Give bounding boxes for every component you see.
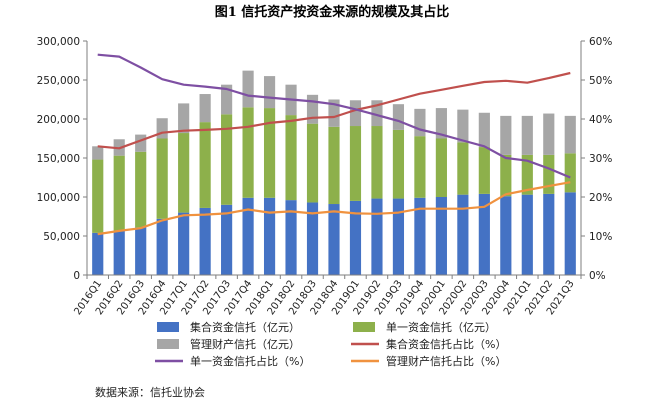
line-managed-share xyxy=(97,181,571,236)
legend-label-line-managed: 管理财产信托占比（%） xyxy=(386,354,506,368)
bar-single-2020Q3 xyxy=(478,147,490,194)
bar-pooled-2018Q1 xyxy=(263,197,276,275)
bar-pooled-2017Q2 xyxy=(199,207,211,275)
bar-single-2021Q1 xyxy=(521,154,533,195)
bar-pooled-2018Q2 xyxy=(285,200,297,275)
bar-single-2018Q3 xyxy=(306,123,319,203)
bar-pooled-2018Q3 xyxy=(306,202,319,275)
bar-single-2020Q4 xyxy=(500,154,512,197)
legend: 集合资金信托（亿元） 单一资金信托（亿元） 管理财产信托（亿元） 集合资金信托占比（%… xyxy=(155,320,506,368)
y-left-tick-label: 50,000 xyxy=(43,231,80,243)
bar-managed-2016Q3 xyxy=(135,134,147,152)
bar-pooled-2019Q4 xyxy=(414,197,426,275)
bar-pooled-2021Q3 xyxy=(564,192,576,275)
bar-single-2017Q2 xyxy=(199,122,211,208)
bar-pooled-2020Q3 xyxy=(478,193,490,275)
bar-series-group xyxy=(92,70,576,275)
bar-managed-2017Q1 xyxy=(178,103,190,134)
line-single-share xyxy=(97,53,571,179)
bar-pooled-2021Q1 xyxy=(521,194,533,275)
y-right-tick-label: 50% xyxy=(589,75,612,87)
line-series-group xyxy=(97,53,571,236)
bar-managed-2018Q3 xyxy=(306,94,319,124)
legend-label-line-pooled: 集合资金信托占比（%） xyxy=(386,337,506,351)
legend-label-bar-managed: 管理财产信托（亿元） xyxy=(190,337,300,351)
legend-swatch-bar-pooled xyxy=(157,322,179,332)
bar-managed-2018Q1 xyxy=(263,76,276,109)
bar-single-2016Q2 xyxy=(113,155,125,231)
y-right-tick-label: 60% xyxy=(589,36,612,48)
bar-pooled-2019Q1 xyxy=(349,200,362,275)
bar-managed-2017Q2 xyxy=(199,94,211,123)
legend-swatch-bar-managed xyxy=(157,339,179,349)
bar-pooled-2020Q2 xyxy=(457,194,469,275)
y-left-tick-label: 100,000 xyxy=(37,192,80,204)
y-left-tick-label: 200,000 xyxy=(37,114,80,126)
bar-managed-2018Q4 xyxy=(328,99,340,127)
source-note: 数据来源：信托业协会 xyxy=(95,386,205,399)
bar-single-2020Q1 xyxy=(435,138,447,197)
bar-single-2020Q2 xyxy=(457,142,469,195)
legend-label-line-single: 单一资金信托占比（%） xyxy=(190,354,310,368)
bar-managed-2020Q1 xyxy=(435,108,447,139)
y-right-tick-label: 20% xyxy=(589,192,612,204)
y-left-tick-label: 0 xyxy=(73,270,80,282)
bar-managed-2017Q3 xyxy=(221,84,233,115)
bar-single-2017Q3 xyxy=(221,114,233,205)
bar-pooled-2016Q3 xyxy=(135,227,147,275)
bar-pooled-2020Q4 xyxy=(500,196,512,275)
line-pooled-share xyxy=(97,71,571,150)
legend-label-bar-pooled: 集合资金信托（亿元） xyxy=(190,320,300,334)
bar-pooled-2017Q1 xyxy=(178,212,190,275)
bar-single-2016Q4 xyxy=(156,138,168,219)
bar-managed-2016Q1 xyxy=(92,146,104,160)
bar-pooled-2020Q1 xyxy=(435,197,447,275)
bar-managed-2020Q2 xyxy=(457,109,469,143)
bar-managed-2016Q4 xyxy=(156,118,168,139)
y-right-tick-label: 0% xyxy=(589,270,606,282)
bar-pooled-2017Q3 xyxy=(221,204,233,275)
bar-single-2019Q3 xyxy=(392,129,405,199)
bar-managed-2021Q3 xyxy=(564,115,576,154)
y-right-tick-label: 30% xyxy=(589,153,612,165)
figure-title: 图1 信托资产按资金来源的规模及其占比 xyxy=(214,5,450,20)
bar-managed-2017Q4 xyxy=(242,70,254,108)
bar-managed-2019Q3 xyxy=(392,104,405,130)
bar-pooled-2021Q2 xyxy=(543,193,555,275)
trust-assets-chart: 0 50,000 100,000 150,000 200,000 250,000 300,0… xyxy=(37,36,613,368)
bar-pooled-2016Q4 xyxy=(156,218,168,275)
y-right-tick-label: 10% xyxy=(589,231,612,243)
bar-single-2018Q4 xyxy=(328,126,340,205)
bar-managed-2019Q1 xyxy=(349,100,362,127)
bar-managed-2020Q3 xyxy=(478,112,490,148)
bar-managed-2019Q2 xyxy=(371,100,383,127)
bar-managed-2021Q2 xyxy=(543,113,555,155)
bar-single-2019Q2 xyxy=(371,126,383,199)
bar-single-2018Q1 xyxy=(263,108,276,198)
y-right-tick-label: 40% xyxy=(589,114,612,126)
bar-single-2017Q4 xyxy=(242,107,254,198)
bar-pooled-2019Q2 xyxy=(371,198,383,275)
bar-pooled-2018Q4 xyxy=(328,204,340,275)
legend-swatch-bar-single xyxy=(353,322,375,332)
y-left-tick-label: 150,000 xyxy=(37,153,80,165)
bar-managed-2020Q4 xyxy=(500,115,512,155)
y-left-tick-label: 250,000 xyxy=(37,75,80,87)
bar-single-2017Q1 xyxy=(178,133,190,213)
bar-single-2019Q4 xyxy=(414,136,426,198)
bar-pooled-2016Q1 xyxy=(92,232,104,275)
bar-pooled-2017Q4 xyxy=(242,197,254,275)
bar-single-2019Q1 xyxy=(349,126,362,201)
bar-single-2018Q2 xyxy=(285,115,297,201)
bar-managed-2021Q1 xyxy=(521,115,533,155)
bar-managed-2019Q4 xyxy=(414,108,426,137)
bar-pooled-2016Q2 xyxy=(113,230,125,275)
legend-label-bar-single: 单一资金信托（亿元） xyxy=(386,320,496,334)
bar-single-2021Q2 xyxy=(543,154,555,194)
bar-pooled-2019Q3 xyxy=(392,198,405,275)
bar-single-2021Q3 xyxy=(564,153,576,193)
y-left-tick-label: 300,000 xyxy=(37,36,80,48)
bar-single-2016Q1 xyxy=(92,159,104,233)
bar-single-2016Q3 xyxy=(135,151,147,228)
